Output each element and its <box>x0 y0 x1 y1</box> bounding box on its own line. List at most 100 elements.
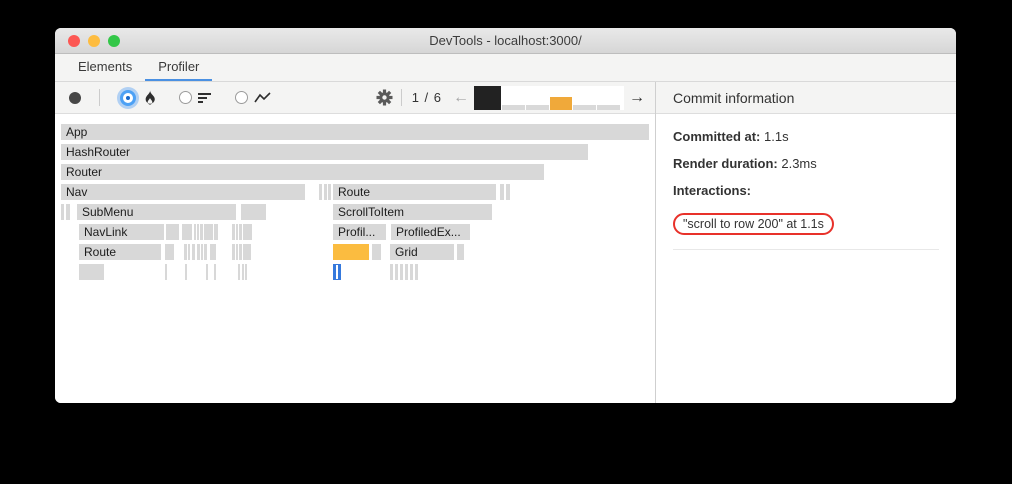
commit-bar-1-selected[interactable] <box>474 85 501 110</box>
flame-bar-anon[interactable] <box>500 184 504 200</box>
ranked-radio[interactable] <box>179 91 192 104</box>
flamegraph-chart: App HashRouter Router Nav Route SubMenu Scroll… <box>55 114 655 403</box>
committed-at-value: 1.1s <box>760 129 789 144</box>
tab-elements[interactable]: Elements <box>78 59 133 74</box>
flame-bar-scrolltoitem[interactable]: ScrollToItem <box>333 204 492 220</box>
close-window-button[interactable] <box>68 34 80 47</box>
commit-info-pane: Commit information Committed at: 1.1s Re… <box>655 82 956 403</box>
commit-selector[interactable] <box>474 85 624 110</box>
window-title: DevTools - localhost:3000/ <box>429 33 582 48</box>
flame-bar-anon[interactable] <box>214 264 216 280</box>
commit-position: 1 / 6 <box>411 90 442 105</box>
flame-bar-anon[interactable] <box>232 244 235 260</box>
commit-bar-4[interactable] <box>550 96 572 110</box>
flame-bar-anon[interactable] <box>242 264 244 280</box>
flame-bar-anon[interactable] <box>66 204 70 220</box>
flame-bar-anon[interactable] <box>236 224 238 240</box>
flame-bar-anon[interactable] <box>185 264 187 280</box>
interactions-label: Interactions: <box>673 183 752 198</box>
flamegraph-radio[interactable] <box>123 92 133 103</box>
commit-bar-5[interactable] <box>573 104 596 110</box>
flame-bar-anon[interactable] <box>194 224 196 240</box>
flame-bar-anon[interactable] <box>200 224 203 240</box>
flame-bar-anon[interactable] <box>415 264 418 280</box>
flame-bar-anon[interactable] <box>79 264 104 280</box>
previous-commit-button[interactable]: ← <box>453 88 469 106</box>
flame-bar-anon[interactable] <box>214 224 218 240</box>
flame-bar-anon[interactable] <box>506 184 510 200</box>
flame-bar-anon[interactable] <box>328 184 331 200</box>
flame-bar-anon[interactable] <box>197 244 200 260</box>
commit-info-title: Commit information <box>673 89 795 106</box>
committed-at-label: Committed at: <box>673 129 761 144</box>
flame-bar-anon[interactable] <box>206 264 208 280</box>
commit-info-body: Committed at: 1.1s Render duration: 2.3m… <box>656 114 956 254</box>
flame-bar-profil[interactable]: Profil... <box>333 224 386 240</box>
flame-bar-anon[interactable] <box>61 204 64 220</box>
flame-bar-anon[interactable] <box>243 244 251 260</box>
flame-bar-anon[interactable] <box>319 184 322 200</box>
flame-bar-anon[interactable] <box>324 184 327 200</box>
flame-bar-route[interactable]: Route <box>79 244 161 260</box>
flame-bar-anon[interactable] <box>184 244 187 260</box>
interaction-badge[interactable]: "scroll to row 200" at 1.1s <box>673 213 834 235</box>
traffic-lights <box>68 34 120 47</box>
flame-bar-anon[interactable] <box>204 244 207 260</box>
view-ranked[interactable] <box>179 91 213 105</box>
flame-bar-anon[interactable] <box>405 264 408 280</box>
record-button[interactable] <box>69 91 81 104</box>
tab-profiler[interactable]: Profiler <box>145 54 213 81</box>
render-duration-label: Render duration: <box>673 156 778 171</box>
flame-bar-anon[interactable] <box>210 244 216 260</box>
flame-bar-anon[interactable] <box>197 224 199 240</box>
flame-bar-anon[interactable] <box>166 224 179 240</box>
commit-bar-2[interactable] <box>502 104 525 110</box>
flame-bar-selected[interactable] <box>333 264 341 280</box>
view-interactions[interactable] <box>235 91 271 105</box>
flame-bar-anon[interactable] <box>232 224 235 240</box>
flame-bar-anon[interactable] <box>239 244 242 260</box>
flame-bar-navlink[interactable]: NavLink <box>79 224 164 240</box>
flame-bar-anon[interactable] <box>188 244 190 260</box>
flame-bar-anon[interactable] <box>182 224 192 240</box>
minimize-window-button[interactable] <box>88 34 100 47</box>
flame-bar-profiledex[interactable]: ProfiledEx... <box>391 224 470 240</box>
toolbar-divider <box>99 89 100 106</box>
view-flamegraph[interactable] <box>119 90 157 106</box>
gear-icon[interactable] <box>376 89 393 106</box>
flame-bar-anon[interactable] <box>457 244 464 260</box>
flame-bar-anon[interactable] <box>410 264 413 280</box>
flame-bar-router[interactable]: Router <box>61 164 544 180</box>
title-bar: DevTools - localhost:3000/ <box>55 28 956 54</box>
flame-bar-anon[interactable] <box>236 244 238 260</box>
flame-bar-anon[interactable] <box>239 224 242 240</box>
flame-bar-anon[interactable] <box>243 224 252 240</box>
next-commit-button[interactable]: → <box>629 88 645 106</box>
committed-at-line: Committed at: 1.1s <box>673 128 939 145</box>
flame-bar-hashrouter[interactable]: HashRouter <box>61 144 588 160</box>
flame-bar-anon[interactable] <box>204 224 213 240</box>
flame-bar-route[interactable]: Route <box>333 184 496 200</box>
flame-bar-anon[interactable] <box>192 244 195 260</box>
flame-bar-anon[interactable] <box>400 264 403 280</box>
flame-bar-anon[interactable] <box>395 264 398 280</box>
interactions-radio[interactable] <box>235 91 248 104</box>
commit-bar-3[interactable] <box>526 104 549 110</box>
flame-bar-anon[interactable] <box>241 204 266 220</box>
flame-bar-anon[interactable] <box>201 244 203 260</box>
flame-bar-anon[interactable] <box>372 244 381 260</box>
flame-bar-nav[interactable]: Nav <box>61 184 305 200</box>
flame-bar-anon[interactable] <box>165 264 167 280</box>
tab-bar: Elements Profiler <box>55 54 956 82</box>
flame-bar-submenu[interactable]: SubMenu <box>77 204 236 220</box>
flame-bar-orange[interactable] <box>333 244 369 260</box>
devtools-window: DevTools - localhost:3000/ Elements Prof… <box>55 28 956 403</box>
flame-bar-anon[interactable] <box>390 264 393 280</box>
flame-bar-anon[interactable] <box>245 264 247 280</box>
flame-bar-anon[interactable] <box>238 264 240 280</box>
flame-bar-grid[interactable]: Grid <box>390 244 454 260</box>
zoom-window-button[interactable] <box>108 34 120 47</box>
flame-bar-anon[interactable] <box>165 244 174 260</box>
commit-bar-6[interactable] <box>597 104 620 110</box>
flame-bar-app[interactable]: App <box>61 124 649 140</box>
